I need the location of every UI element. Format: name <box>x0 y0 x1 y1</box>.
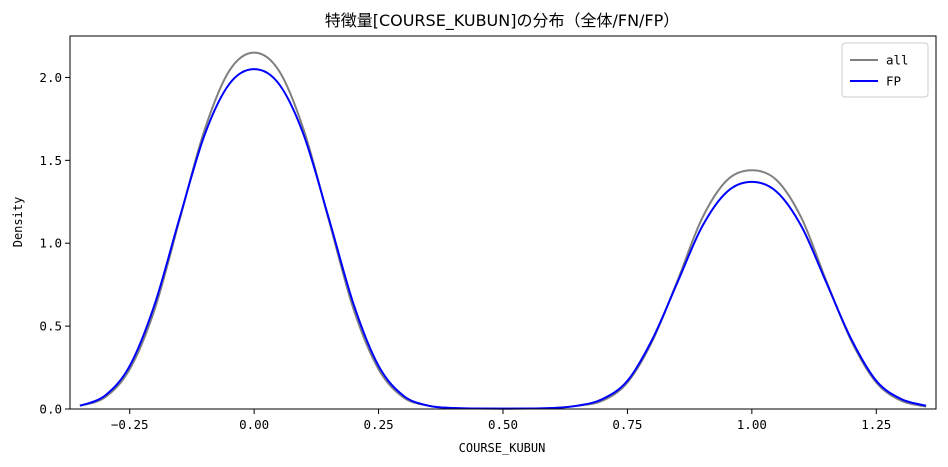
y-axis-label: Density <box>11 197 25 248</box>
chart-title: 特徴量[COURSE_KUBUN]の分布（全体/FN/FP） <box>325 11 680 31</box>
y-tick-label: 1.0 <box>39 236 62 251</box>
plot-frame <box>69 35 937 410</box>
x-tick-label: 1.25 <box>861 417 891 432</box>
series-line-all <box>79 51 927 410</box>
x-axis-ticks: −0.25 0.00 0.25 0.50 0.75 1.00 1.25 <box>111 409 891 432</box>
x-tick-label: 0.25 <box>364 417 394 432</box>
y-tick-label: 2.0 <box>39 70 62 85</box>
plot-area <box>69 35 937 410</box>
x-tick-label: 0.50 <box>488 417 518 432</box>
y-tick-label: 0.0 <box>39 402 62 417</box>
y-tick-label: 0.5 <box>39 319 62 334</box>
y-axis-ticks: 0.0 0.5 1.0 1.5 2.0 <box>39 70 70 417</box>
legend-label-fp: FP <box>886 74 901 89</box>
y-tick-label: 1.5 <box>39 153 62 168</box>
legend-box <box>841 42 929 98</box>
x-tick-label: 0.75 <box>612 417 642 432</box>
x-tick-label: 0.00 <box>239 417 269 432</box>
x-tick-label: −0.25 <box>111 417 149 432</box>
legend: all FP <box>841 42 929 98</box>
series-line-fp <box>79 68 927 410</box>
x-tick-label: 1.00 <box>737 417 767 432</box>
x-axis-label: COURSE_KUBUN <box>459 441 546 455</box>
legend-label-all: all <box>886 53 909 68</box>
